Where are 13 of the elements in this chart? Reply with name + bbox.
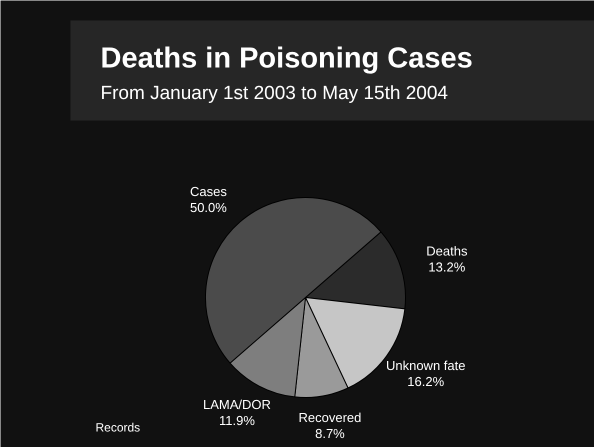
chart-subtitle: From January 1st 2003 to May 15th 2004 bbox=[100, 83, 448, 104]
slice-label: Unknown fate bbox=[386, 358, 466, 373]
slice-label: Recovered bbox=[298, 410, 362, 426]
data-label: 16.2% bbox=[407, 374, 445, 389]
text: Records bbox=[96, 420, 140, 434]
data-label: 11.9% bbox=[219, 413, 256, 428]
slice-label: LAMA/DOR bbox=[203, 397, 271, 412]
data-label: 13.2% bbox=[428, 259, 466, 274]
slice-label: Deaths bbox=[426, 243, 468, 258]
data-label: 8.7% bbox=[315, 426, 346, 442]
chart-title: Deaths in Poisoning Cases bbox=[100, 42, 473, 74]
data-label: 50.0% bbox=[190, 200, 228, 215]
slice-label: Cases bbox=[190, 184, 228, 199]
